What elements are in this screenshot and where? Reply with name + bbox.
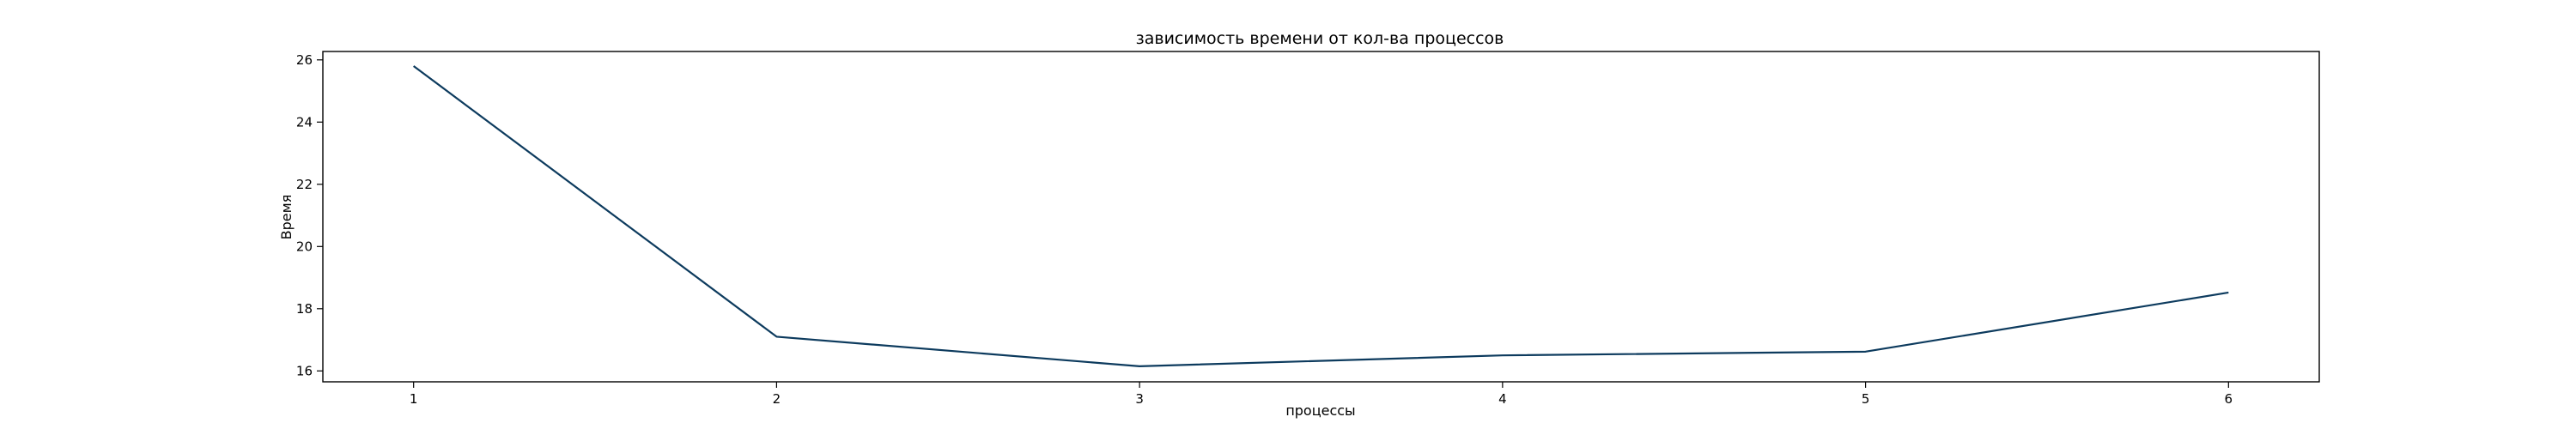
y-axis-label: Время (278, 195, 295, 240)
y-tick-label: 20 (296, 239, 313, 254)
y-tick-label: 24 (296, 114, 313, 130)
x-axis-label: процессы (1285, 402, 1355, 419)
x-tick-label: 2 (773, 391, 781, 407)
y-tick-label: 26 (296, 52, 313, 68)
x-tick-label: 6 (2225, 391, 2233, 407)
x-tick-label: 3 (1135, 391, 1144, 407)
x-tick-label: 1 (410, 391, 418, 407)
x-tick-label: 5 (1862, 391, 1870, 407)
y-axis: 16 18 20 22 24 26 (296, 52, 323, 378)
x-axis: 1 2 3 4 5 6 (410, 382, 2233, 407)
chart-title: зависимость времени от кол-ва процессов (1136, 29, 1504, 48)
plot-frame (322, 51, 2320, 383)
x-tick-label: 4 (1498, 391, 1507, 407)
y-tick-label: 16 (296, 363, 313, 378)
y-tick-label: 22 (296, 177, 313, 192)
series-layer (413, 65, 2229, 367)
y-tick-label: 18 (296, 301, 313, 317)
series-line-0 (413, 65, 2229, 367)
